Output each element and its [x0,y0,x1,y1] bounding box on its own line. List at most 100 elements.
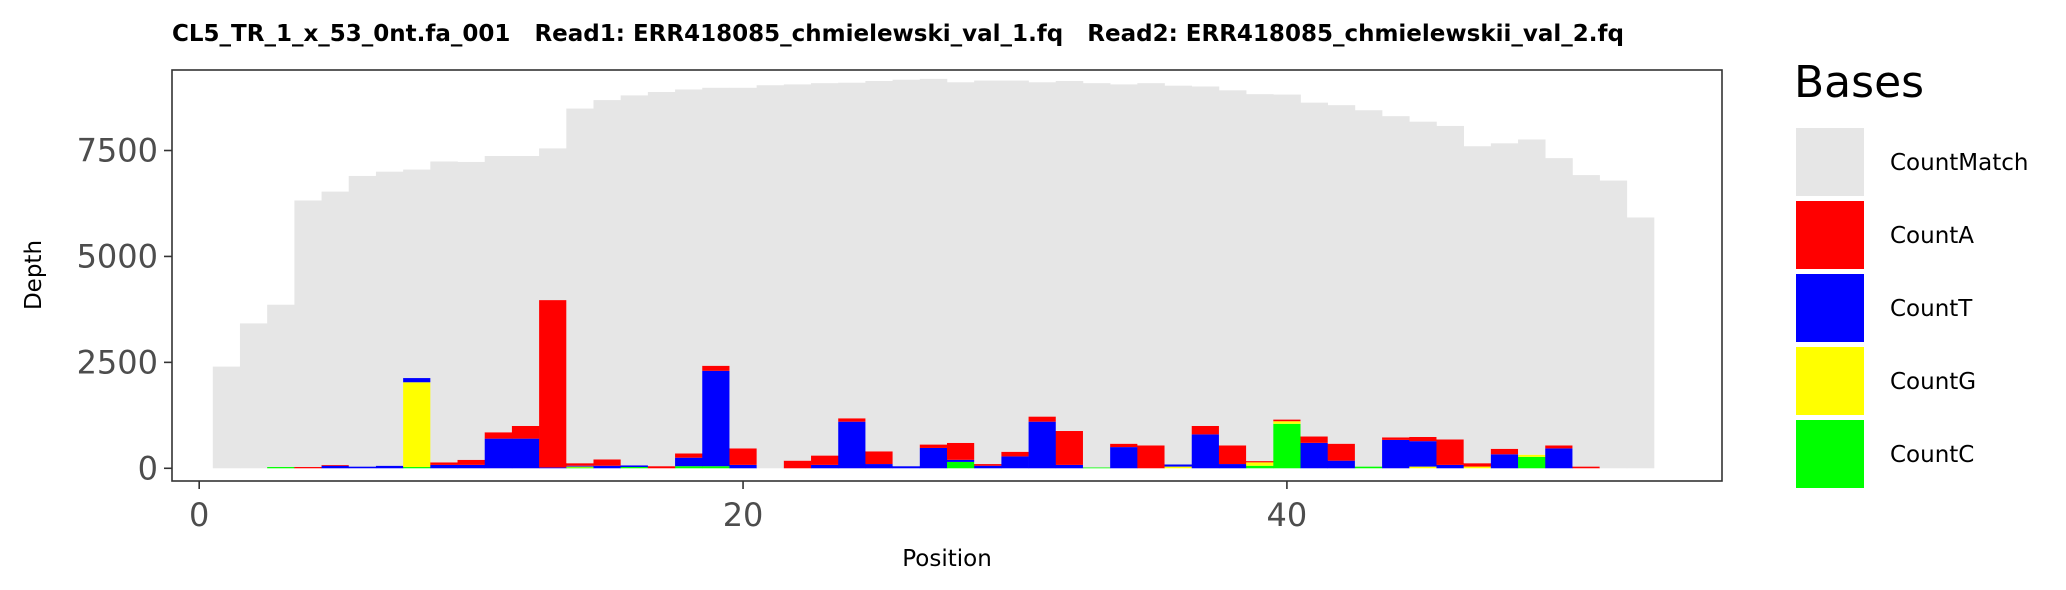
bar-countmatch-pos-28 [947,82,975,443]
plot-area [172,70,1722,481]
chart-title: CL5_TR_1_x_53_0nt.fa_001 Read1: ERR41808… [172,21,1624,47]
bar-counta-pos-27 [919,444,948,448]
bar-countt-pos-29 [974,465,1002,469]
bar-countmatch-pos-2 [239,323,268,469]
bar-counta-pos-24 [838,418,866,422]
bar-countmatch-pos-31 [1028,82,1057,417]
y-tick-label: 5000 [77,237,158,275]
bar-countt-pos-50 [1545,448,1573,469]
bar-countt-pos-38 [1218,464,1247,469]
bar-counta-pos-51 [1572,466,1600,469]
bar-countmatch-pos-41 [1300,102,1328,437]
bar-countt-pos-15 [593,465,621,469]
bar-countmatch-pos-37 [1191,86,1220,426]
bar-counta-pos-38 [1218,445,1247,465]
bar-countmatch-pos-23 [811,83,839,456]
bar-countt-pos-27 [919,447,948,469]
bar-countmatch-pos-32 [1055,81,1084,432]
y-tick-label: 0 [138,449,158,487]
bar-countmatch-pos-20 [729,87,757,449]
bar-counta-pos-46 [1436,439,1464,465]
bar-countt-pos-11 [484,438,513,469]
bar-countg-pos-45 [1409,466,1437,469]
bar-counta-pos-13 [539,300,567,468]
bar-countt-pos-26 [892,466,921,469]
bar-countmatch-pos-44 [1382,116,1410,438]
legend-swatch-countc [1796,420,1864,488]
bar-countt-pos-12 [511,438,540,469]
bar-counta-pos-40 [1273,419,1301,422]
bar-countt-pos-18 [675,457,703,467]
bar-countmatch-pos-1 [212,366,241,469]
y-axis-title: Depth [21,240,47,310]
bar-countt-pos-14 [566,465,594,467]
bar-counta-pos-9 [430,462,458,465]
legend-swatch-countg [1796,347,1864,415]
bar-counta-pos-12 [511,425,540,439]
bar-counta-pos-20 [729,448,757,465]
bar-countmatch-pos-51 [1572,175,1600,467]
x-axis-title: Position [902,546,992,572]
bar-counta-pos-5 [321,464,350,466]
bar-countt-pos-30 [1001,456,1029,469]
bar-countmatch-pos-8 [403,169,431,379]
bar-countmatch-pos-36 [1164,85,1193,465]
bar-counta-pos-15 [593,459,621,466]
bar-countmatch-pos-40 [1273,94,1301,420]
bar-countc-pos-16 [620,467,649,469]
bar-countmatch-pos-5 [321,191,350,465]
bar-countt-pos-48 [1490,454,1519,469]
bar-countmatch-pos-46 [1436,125,1464,440]
bar-countmatch-pos-38 [1218,90,1247,446]
bar-countmatch-pos-17 [647,92,676,467]
bar-counta-pos-50 [1545,445,1573,449]
bar-countmatch-pos-6 [348,175,377,467]
bar-countmatch-pos-42 [1327,105,1356,444]
bar-countmatch-pos-12 [511,156,540,426]
bar-counta-pos-14 [566,463,594,466]
legend-label-countc: CountC [1890,442,1974,468]
bar-countt-pos-10 [457,464,486,469]
bar-counta-pos-25 [865,451,893,465]
bar-countmatch-pos-14 [566,108,594,464]
bar-countt-pos-5 [321,465,350,469]
bar-countt-pos-19 [702,370,730,467]
legend-label-countmatch: CountMatch [1890,150,2028,176]
bar-countmatch-pos-26 [892,79,921,467]
x-axis: 0 20 40 [189,481,1307,534]
bar-countmatch-pos-3 [267,304,295,468]
bar-countmatch-pos-50 [1545,158,1573,446]
bar-countmatch-pos-24 [838,82,866,419]
bar-countmatch-pos-25 [865,81,893,452]
bar-countmatch-pos-34 [1110,84,1138,444]
bar-countt-pos-8 [403,378,431,383]
bar-countt-pos-13 [539,467,567,469]
bar-countmatch-pos-18 [675,89,703,454]
bar-countmatch-pos-48 [1490,143,1519,449]
bar-countg-pos-40 [1273,421,1301,424]
bar-countmatch-pos-45 [1409,121,1437,437]
bar-countt-pos-44 [1382,439,1410,469]
bar-countg-pos-8 [403,382,431,468]
bar-countc-pos-43 [1354,466,1383,469]
bar-counta-pos-17 [647,466,676,469]
bar-countc-pos-8 [403,467,431,469]
bar-countt-pos-37 [1191,434,1220,469]
bar-counta-pos-32 [1055,431,1084,465]
bar-countmatch-pos-13 [539,148,567,301]
bar-countmatch-pos-7 [375,171,404,466]
bar-countmatch-pos-9 [430,161,458,463]
bar-countmatch-pos-35 [1137,83,1165,446]
x-tick-label: 20 [723,496,764,534]
y-tick-label: 7500 [77,132,158,170]
bar-countmatch-pos-19 [702,87,730,366]
bar-counta-pos-44 [1382,437,1410,440]
bar-countmatch-pos-30 [1001,80,1029,452]
bar-countmatch-pos-15 [593,100,621,460]
bar-countt-pos-42 [1327,460,1356,469]
bar-countt-pos-32 [1055,464,1084,469]
bar-counta-pos-10 [457,459,486,465]
bar-countt-pos-28 [947,459,975,462]
bar-countmatch-pos-53 [1626,217,1655,469]
